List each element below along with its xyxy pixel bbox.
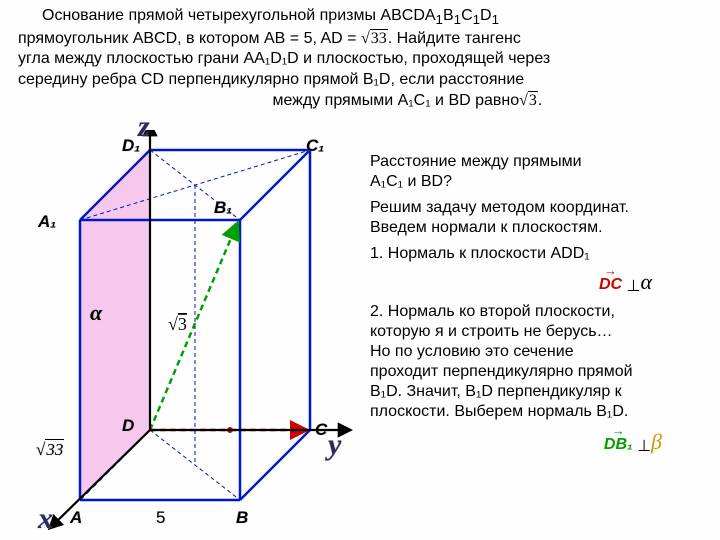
label-alpha: α [90, 300, 102, 326]
prism-diagram: √3 A B C D A₁ B₁ C₁ D₁ z y x 5 √33 α [10, 130, 360, 530]
label-B1: B₁ [214, 198, 232, 218]
axis-x: x [38, 502, 53, 536]
svg-text:√3: √3 [168, 314, 187, 334]
label-A1: A₁ [38, 212, 56, 232]
vector-db1: DB₁ [604, 435, 633, 455]
axis-z: z [138, 110, 150, 144]
label-sqrt33: √33 [36, 440, 64, 460]
vector-dc: DC [599, 275, 622, 295]
label-D: D [122, 416, 134, 436]
text: Основание прямой четырехугольной призмы … [42, 7, 436, 24]
problem-statement: Основание прямой четырехугольной призмы … [18, 6, 710, 112]
axis-y: y [328, 428, 341, 462]
label-5: 5 [156, 508, 165, 528]
solution-text: Расстояние между прямымиA₁C₁ и BD? Решим… [370, 150, 712, 455]
label-C1: C₁ [306, 136, 324, 156]
label-C: C [315, 420, 327, 440]
label-B: B [236, 508, 248, 528]
label-A: A [70, 508, 82, 528]
